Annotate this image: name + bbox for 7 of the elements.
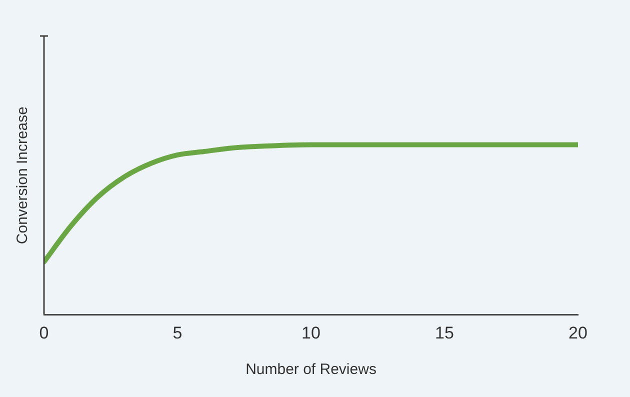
x-tick-label: 5 — [172, 323, 182, 342]
y-axis-title: Conversion Increase — [14, 106, 32, 244]
x-tick-label: 10 — [302, 323, 320, 342]
x-axis-title: Number of Reviews — [246, 361, 376, 378]
x-tick-label: 20 — [568, 323, 588, 342]
x-tick-label: 15 — [435, 323, 454, 342]
x-tick-label: 0 — [39, 323, 49, 342]
